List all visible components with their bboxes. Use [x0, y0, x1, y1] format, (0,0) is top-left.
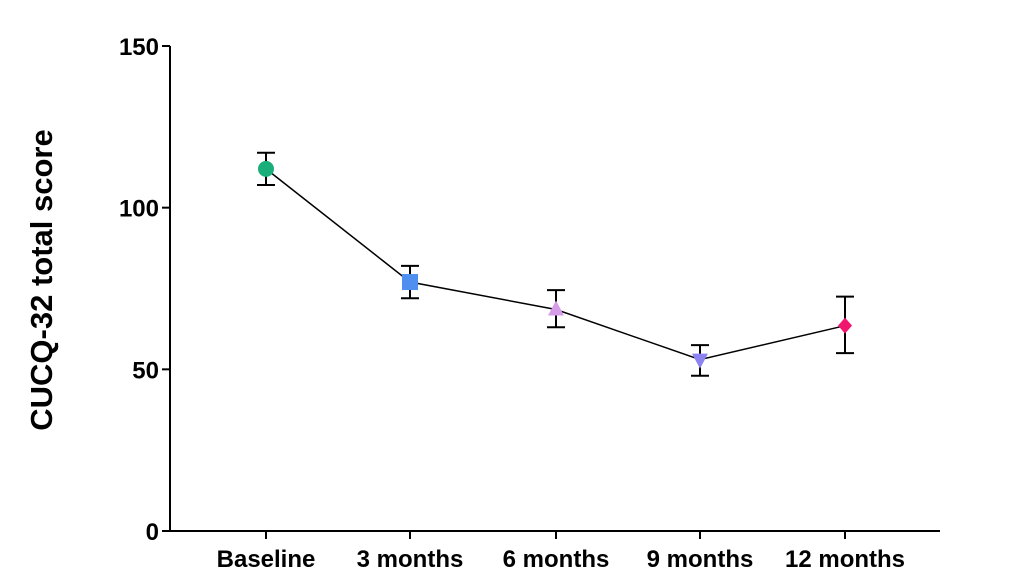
- data-point-12-months: [838, 317, 852, 334]
- y-tick-label: 150: [119, 34, 159, 61]
- data-point-6-months: [548, 300, 564, 316]
- x-tick-label: 9 months: [647, 546, 754, 573]
- x-tick-label: 3 months: [357, 546, 464, 573]
- data-point-baseline: [258, 160, 274, 177]
- x-tick-label: 6 months: [503, 546, 610, 573]
- y-tick-label: 0: [146, 519, 159, 546]
- x-tick-label: 12 months: [785, 546, 905, 573]
- series-line: [265, 168, 846, 361]
- data-point-9-months: [692, 353, 708, 369]
- y-tick-label: 50: [132, 357, 159, 384]
- axes: 0 50 100 150 Baseline 3 months 6 months 9 month…: [119, 34, 940, 573]
- y-tick-label: 100: [119, 196, 159, 223]
- data-point-3-months: [402, 274, 418, 291]
- plot-area: [257, 151, 854, 377]
- y-axis-title: CUCQ-32 total score: [24, 129, 59, 430]
- x-tick-label: Baseline: [217, 546, 316, 573]
